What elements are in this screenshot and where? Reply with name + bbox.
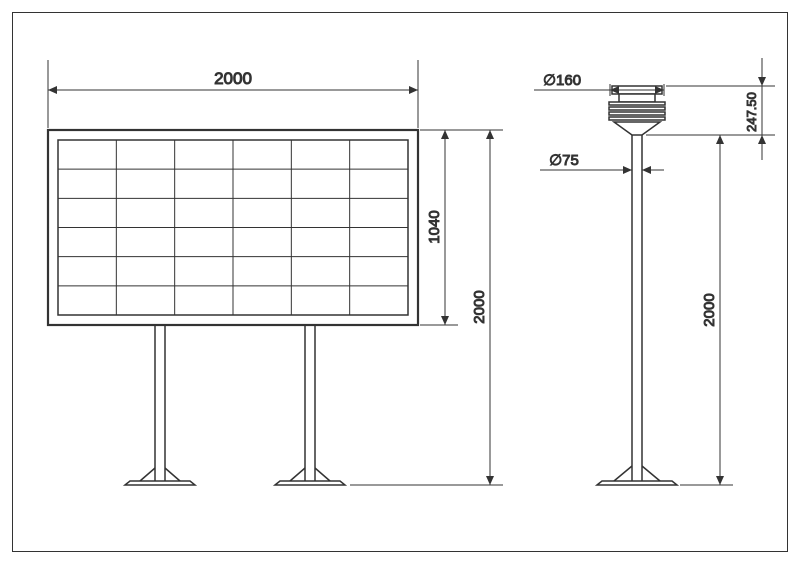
dim-phi75: ∅75 — [540, 152, 664, 180]
dim-phi160-label: ∅160 — [543, 72, 581, 89]
dim-height-1040: 1040 — [420, 130, 458, 325]
side-pole — [597, 135, 677, 485]
dim-1040-label: 1040 — [426, 210, 443, 243]
dim-width-label: 2000 — [214, 69, 252, 88]
dim-2000-front-label: 2000 — [471, 290, 488, 323]
front-view: 2000 1040 2000 — [48, 60, 503, 485]
dim-phi75-label: ∅75 — [549, 152, 579, 169]
dim-2000-side: 2000 — [680, 135, 733, 485]
front-leg-right — [275, 325, 345, 485]
dim-height-2000: 2000 — [350, 130, 503, 485]
dim-24750-label: 247.50 — [744, 92, 759, 132]
panel-grid — [58, 140, 408, 315]
technical-drawing: 2000 1040 2000 — [0, 0, 800, 563]
dim-width-2000: 2000 — [48, 60, 418, 128]
dim-2000-side-label: 2000 — [701, 293, 718, 326]
front-leg-left — [125, 325, 195, 485]
side-view: ∅160 ∅75 247.50 2000 — [534, 58, 775, 485]
side-head — [609, 86, 665, 135]
